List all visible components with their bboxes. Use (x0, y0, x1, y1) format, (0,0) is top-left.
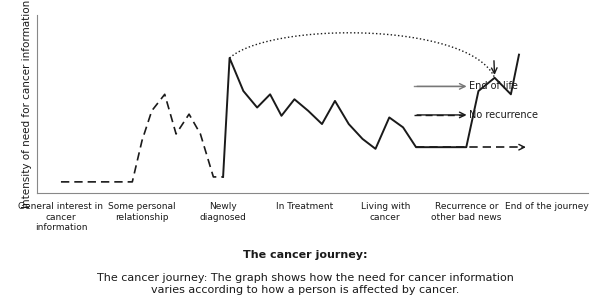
Text: Some personal
relationship: Some personal relationship (108, 202, 176, 222)
Text: End of life: End of life (469, 81, 518, 92)
Text: End of the journey: End of the journey (506, 202, 589, 211)
Text: The cancer journey:: The cancer journey: (243, 250, 367, 260)
Text: Newly
diagnosed: Newly diagnosed (199, 202, 246, 222)
Text: In Treatment: In Treatment (276, 202, 333, 211)
Text: No recurrence: No recurrence (469, 110, 539, 120)
Text: General interest in
cancer
information: General interest in cancer information (18, 202, 104, 232)
Text: Living with
cancer: Living with cancer (361, 202, 410, 222)
Text: The cancer journey: The graph shows how the need for cancer information
varies a: The cancer journey: The graph shows how … (96, 273, 514, 295)
Y-axis label: Intensity of need for cancer information: Intensity of need for cancer information (23, 0, 32, 208)
Text: Recurrence or
other bad news: Recurrence or other bad news (431, 202, 501, 222)
